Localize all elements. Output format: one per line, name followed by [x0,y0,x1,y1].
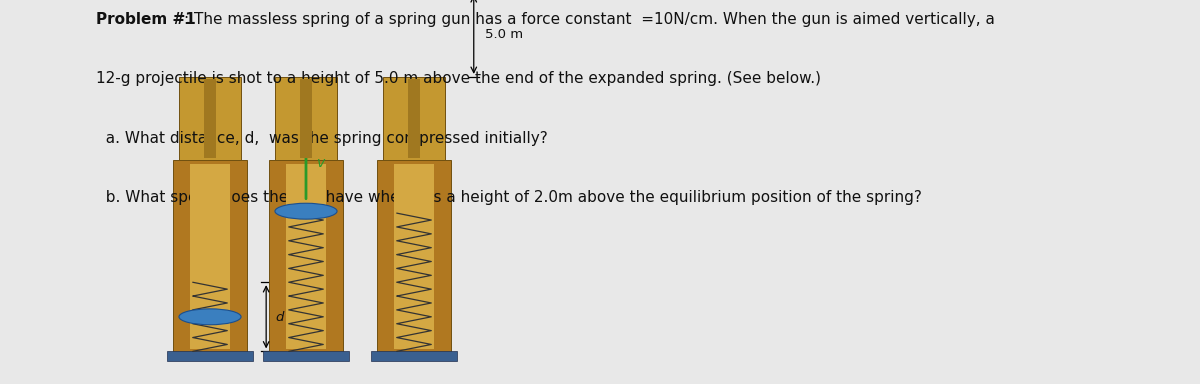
Text: 5.0 m: 5.0 m [485,28,523,41]
Bar [286,164,326,349]
Bar [383,77,445,160]
Bar [190,164,230,349]
Bar [275,77,337,160]
Text: : The massless spring of a spring gun has a force constant  =10N/cm. When the gu: : The massless spring of a spring gun ha… [184,12,995,26]
Bar [408,79,420,158]
Ellipse shape [275,203,337,219]
Text: b. What speed does the ball have when it is a height of 2.0m above the equilibri: b. What speed does the ball have when it… [96,190,922,205]
Bar [269,160,343,353]
Bar [394,164,434,349]
Bar [377,160,451,353]
Bar [167,351,253,361]
Text: Problem #1: Problem #1 [96,12,196,26]
Bar [204,79,216,158]
Bar [371,351,457,361]
Bar [300,79,312,158]
Text: $d = ?$: $d = ?$ [275,310,307,324]
Bar [179,77,241,160]
Text: a. What distance, d,  was the spring compressed initially?: a. What distance, d, was the spring comp… [96,131,547,146]
Text: $v$: $v$ [316,156,326,170]
Text: 12-g projectile is shot to a height of 5.0 m above the end of the expanded sprin: 12-g projectile is shot to a height of 5… [96,71,821,86]
Bar [173,160,247,353]
Bar [263,351,349,361]
Ellipse shape [179,309,241,325]
